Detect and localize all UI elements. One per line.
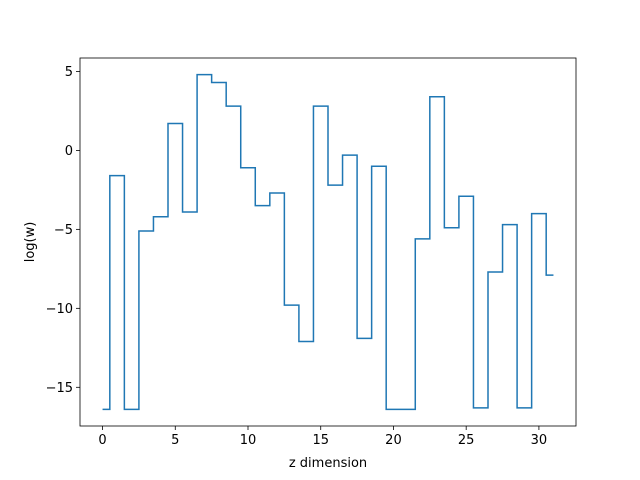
x-tick-label: 5 xyxy=(171,433,179,448)
y-tick-label: 0 xyxy=(65,144,73,159)
x-tick-label: 30 xyxy=(531,433,548,448)
x-tick-label: 20 xyxy=(385,433,402,448)
x-tick-label: 10 xyxy=(240,433,257,448)
x-tick-label: 25 xyxy=(458,433,475,448)
x-axis: 0 5 10 15 20 25 30 xyxy=(98,426,547,448)
x-tick-label: 15 xyxy=(312,433,329,448)
plot-area xyxy=(79,57,577,427)
y-tick-label: −15 xyxy=(46,381,73,396)
y-tick-label: −5 xyxy=(54,223,73,238)
x-axis-label: z dimension xyxy=(289,456,367,471)
y-axis-label: log(w) xyxy=(23,222,38,263)
y-tick-label: 5 xyxy=(65,65,73,80)
plot-frame xyxy=(79,57,577,427)
x-tick-label: 0 xyxy=(98,433,106,448)
y-tick-label: −10 xyxy=(46,302,73,317)
series-line xyxy=(102,73,554,411)
y-axis: 5 0 −5 −10 −15 xyxy=(46,65,80,396)
